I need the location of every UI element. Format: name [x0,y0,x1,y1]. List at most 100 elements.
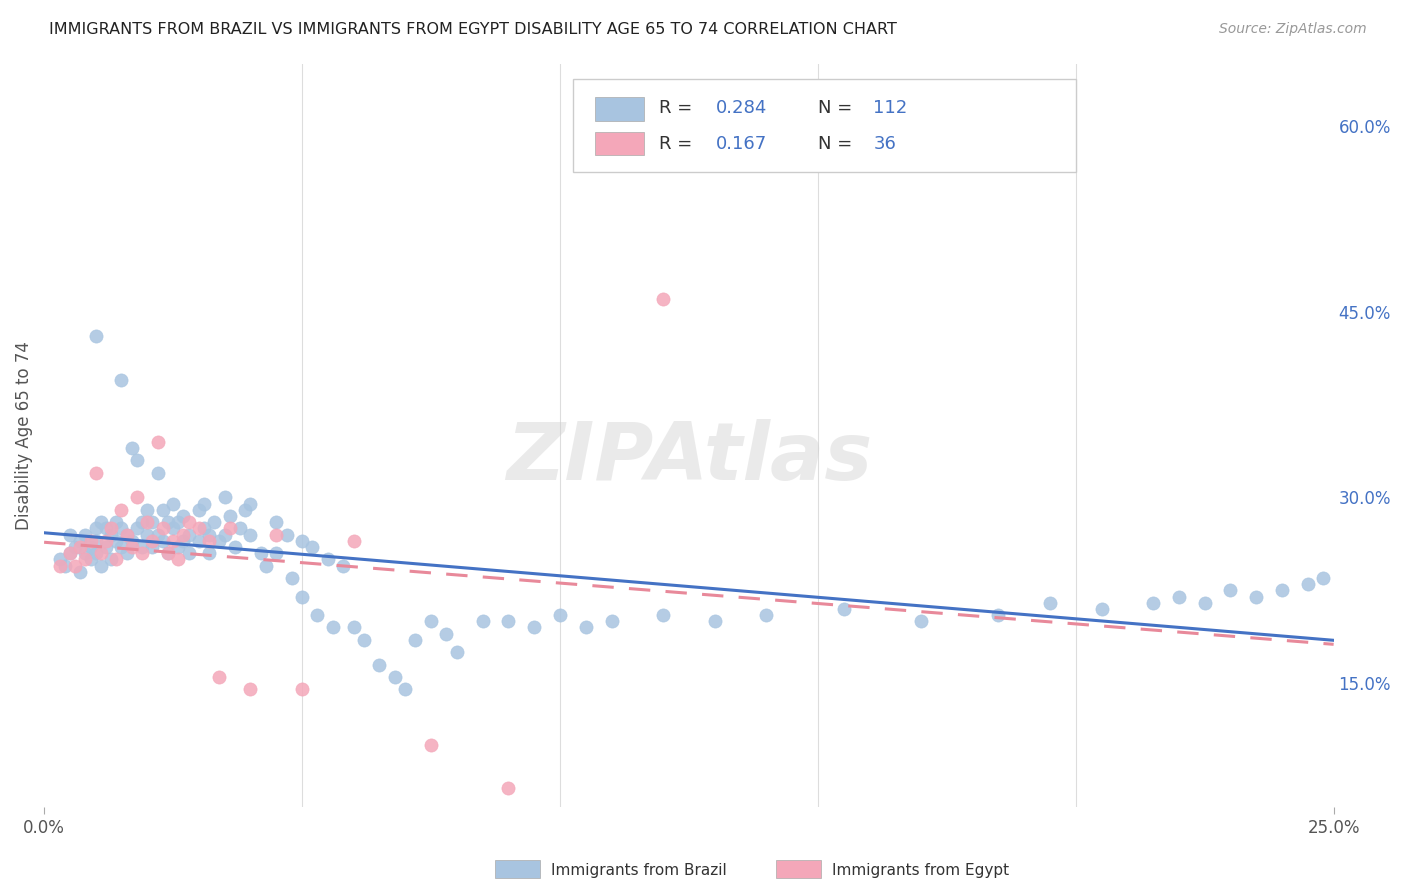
Point [115,527,138,541]
Point [353,632,375,647]
Point [420,615,443,629]
Point [90,515,112,529]
Point [307,608,329,623]
Point [63,540,86,554]
Point [264,527,287,541]
FancyBboxPatch shape [595,97,644,121]
Point [75,546,97,560]
Point [152,521,174,535]
Point [146,434,169,449]
Text: Immigrants from Egypt: Immigrants from Egypt [832,863,1010,878]
Point [59,527,82,541]
Point [136,527,159,541]
Text: Immigrants from Brazil: Immigrants from Brazil [551,863,727,878]
Point [291,590,314,604]
Point [1246,590,1268,604]
Point [384,670,406,684]
Point [141,515,163,529]
Point [162,533,184,548]
Point [75,527,97,541]
Point [162,521,184,535]
Point [172,533,194,548]
Point [110,521,132,535]
Point [100,521,122,535]
Point [125,491,148,505]
Point [69,540,91,554]
Point [136,515,159,529]
Point [405,632,427,647]
Point [152,533,174,548]
Point [125,453,148,467]
Text: N =: N = [818,135,858,153]
Text: Source: ZipAtlas.com: Source: ZipAtlas.com [1219,22,1367,37]
Point [291,682,314,697]
Point [420,738,443,752]
Point [69,533,91,548]
Point [198,533,221,548]
Point [198,546,221,560]
Point [90,546,112,560]
Point [172,527,194,541]
Text: 36: 36 [873,135,896,153]
Point [121,540,143,554]
Point [703,615,725,629]
Point [146,527,169,541]
Point [162,497,184,511]
Point [755,608,778,623]
Point [394,682,416,697]
Point [79,533,101,548]
Point [193,497,215,511]
Point [1194,596,1216,610]
Point [156,546,179,560]
Point [48,558,70,573]
Point [198,527,221,541]
Point [115,546,138,560]
Point [121,533,143,548]
Point [832,602,855,616]
Point [84,466,107,480]
Point [156,515,179,529]
Text: IMMIGRANTS FROM BRAZIL VS IMMIGRANTS FROM EGYPT DISABILITY AGE 65 TO 74 CORRELAT: IMMIGRANTS FROM BRAZIL VS IMMIGRANTS FRO… [49,22,897,37]
Point [141,533,163,548]
Point [368,657,391,672]
Point [84,329,107,343]
Point [152,503,174,517]
Point [1167,590,1189,604]
Point [1142,596,1164,610]
Point [110,540,132,554]
Point [233,503,256,517]
Point [48,552,70,566]
Point [94,533,117,548]
Point [218,509,240,524]
Point [322,620,344,634]
Text: R =: R = [659,99,699,117]
Point [1271,583,1294,598]
Point [177,546,200,560]
Y-axis label: Disability Age 65 to 74: Disability Age 65 to 74 [15,341,32,530]
Point [239,682,262,697]
Point [254,558,277,573]
Text: 0.167: 0.167 [716,135,768,153]
Point [652,608,675,623]
Point [156,546,179,560]
Point [90,558,112,573]
Point [1090,602,1112,616]
FancyBboxPatch shape [595,132,644,155]
Point [131,540,153,554]
Point [167,552,190,566]
Point [264,515,287,529]
Point [208,533,231,548]
Point [75,552,97,566]
Point [100,552,122,566]
Point [202,515,225,529]
Point [84,546,107,560]
Point [498,615,520,629]
Point [172,509,194,524]
Point [105,552,128,566]
Point [105,515,128,529]
Point [131,515,153,529]
Point [79,552,101,566]
Point [53,558,76,573]
Point [84,521,107,535]
Point [224,540,246,554]
